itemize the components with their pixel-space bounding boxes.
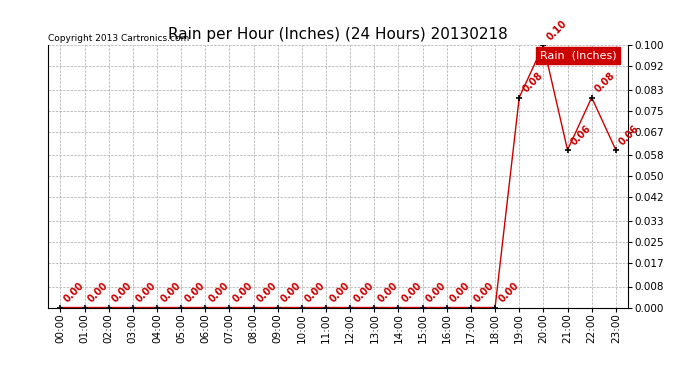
Text: 0.00: 0.00 (62, 280, 86, 305)
Text: 0.06: 0.06 (618, 123, 641, 147)
Text: 0.00: 0.00 (231, 280, 255, 305)
Text: 0.00: 0.00 (279, 280, 303, 305)
Text: 0.00: 0.00 (497, 280, 520, 305)
Text: 0.08: 0.08 (593, 70, 617, 95)
Text: 0.00: 0.00 (376, 280, 400, 305)
Text: 0.00: 0.00 (86, 280, 110, 305)
Text: Rain  (Inches): Rain (Inches) (540, 50, 616, 60)
Text: 0.00: 0.00 (424, 280, 448, 305)
Text: 0.00: 0.00 (473, 280, 496, 305)
Text: 0.00: 0.00 (352, 280, 375, 305)
Text: 0.00: 0.00 (159, 280, 182, 305)
Text: 0.00: 0.00 (207, 280, 230, 305)
Text: 0.00: 0.00 (183, 280, 206, 305)
Text: 0.00: 0.00 (110, 280, 134, 305)
Title: Rain per Hour (Inches) (24 Hours) 20130218: Rain per Hour (Inches) (24 Hours) 201302… (168, 27, 508, 42)
Text: 0.00: 0.00 (400, 280, 424, 305)
Text: 0.00: 0.00 (304, 280, 327, 305)
Text: 0.10: 0.10 (545, 18, 569, 42)
Text: 0.00: 0.00 (255, 280, 279, 305)
Text: 0.00: 0.00 (448, 280, 472, 305)
Text: 0.08: 0.08 (521, 70, 544, 95)
Text: 0.06: 0.06 (569, 123, 593, 147)
Text: Copyright 2013 Cartronics.com: Copyright 2013 Cartronics.com (48, 34, 190, 43)
Text: 0.00: 0.00 (328, 280, 351, 305)
Text: 0.00: 0.00 (135, 280, 158, 305)
